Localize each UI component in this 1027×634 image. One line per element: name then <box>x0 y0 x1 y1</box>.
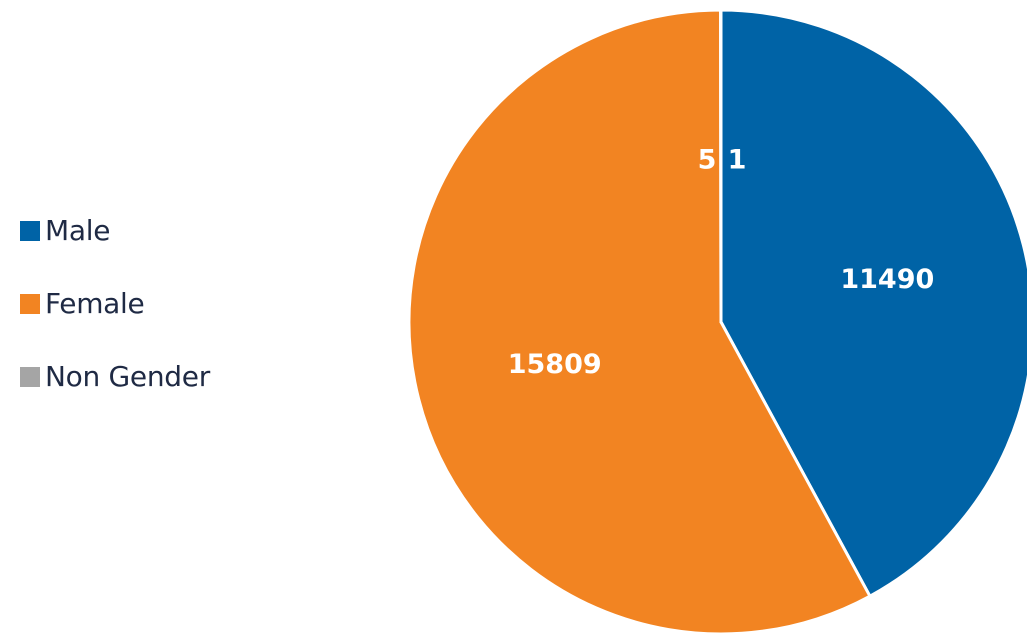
legend-label-male: Male <box>45 214 111 247</box>
pie-label-male: 11490 <box>840 264 934 295</box>
legend-item-non-gender: Non Gender <box>20 358 210 395</box>
legend-label-female: Female <box>45 287 145 320</box>
legend-item-male: Male <box>20 212 210 249</box>
legend-swatch-male <box>20 220 40 241</box>
legend-item-female: Female <box>20 285 210 322</box>
pie-slice-male <box>719 8 1027 598</box>
legend: Male Female Non Gender <box>20 212 210 431</box>
pie-label-female: 15809 <box>508 349 602 380</box>
pie-label-one: 1 <box>728 144 747 175</box>
pie-label-non-gender: 5 <box>698 144 717 175</box>
pie-labels: 11490 15809 5 1 <box>508 144 935 380</box>
legend-swatch-non-gender <box>20 366 40 387</box>
pie-slices <box>407 8 1027 634</box>
legend-swatch-female <box>20 293 40 314</box>
legend-label-non-gender: Non Gender <box>45 360 210 393</box>
